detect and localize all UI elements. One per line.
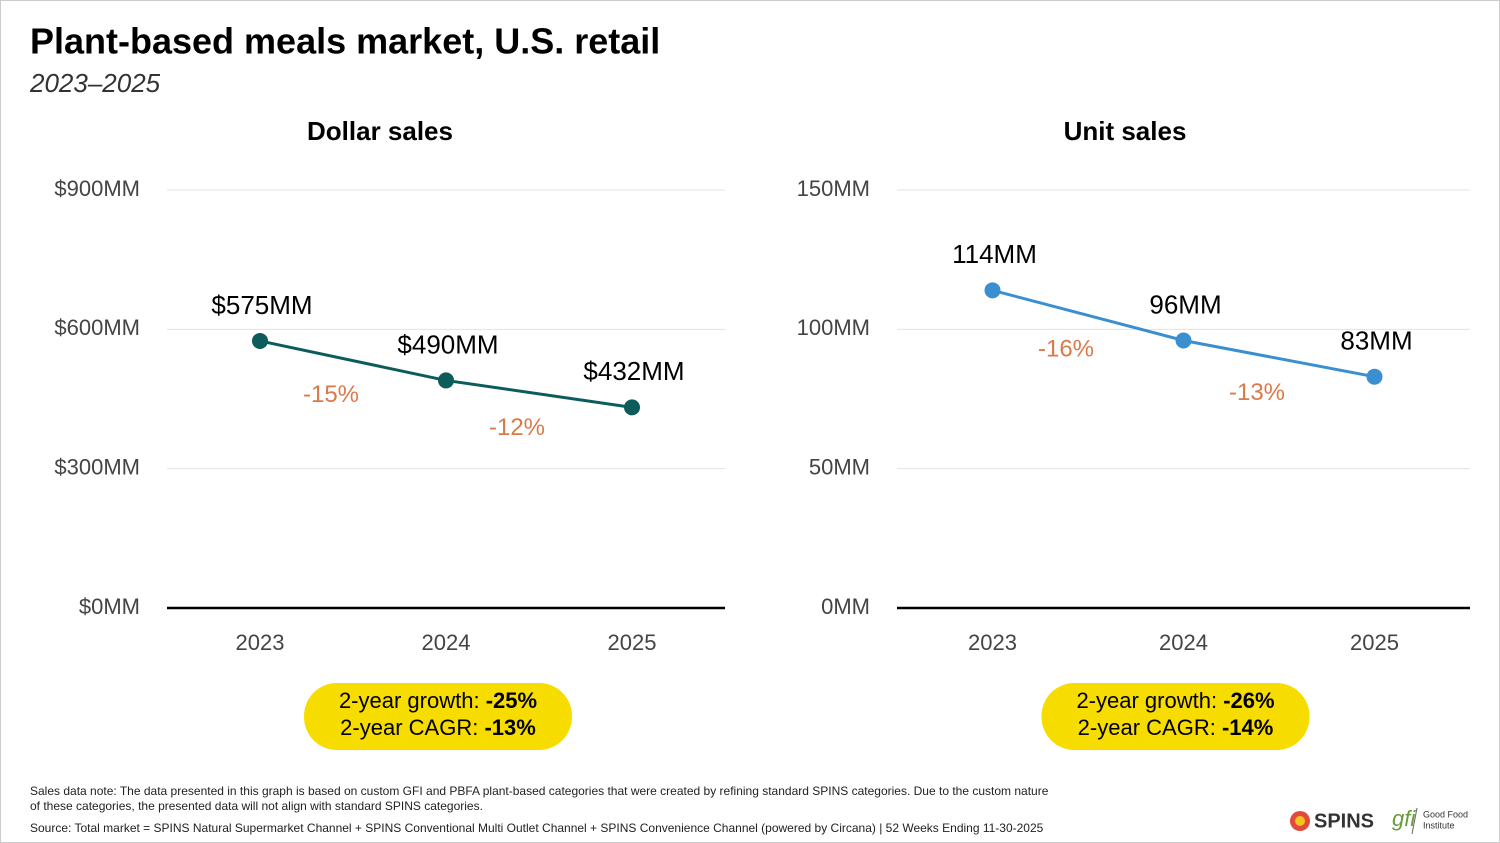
point (252, 332, 268, 349)
summary-label: 2-year growth: (1076, 688, 1217, 713)
summary-line: 2-year growth: -25% (339, 688, 537, 713)
page-subtitle: 2023–2025 (29, 68, 161, 98)
change-label: -15% (303, 381, 359, 408)
summary-value: -14% (1222, 715, 1273, 740)
summary-line: 2-year growth: -26% (1076, 688, 1274, 713)
y-tick-label: $900MM (54, 176, 140, 201)
x-tick-label: 2024 (1159, 630, 1208, 655)
summary-box (1041, 683, 1310, 750)
point (624, 399, 640, 416)
note: Sales data note: The data presented in t… (30, 784, 1049, 798)
y-tick-label: 50MM (809, 454, 870, 479)
change-label: -13% (1229, 379, 1285, 406)
summary-value: -13% (484, 715, 535, 740)
chart-title: Unit sales (1064, 116, 1187, 146)
x-tick-label: 2025 (608, 630, 657, 655)
x-tick-label: 2023 (236, 630, 285, 655)
note: of these categories, the presented data … (30, 799, 483, 813)
change-label: -12% (489, 414, 545, 441)
summary-box (304, 683, 572, 750)
logo-text: Institute (1423, 820, 1455, 830)
summary-label: 2-year growth: (339, 688, 480, 713)
point (1366, 368, 1383, 385)
logo-text: Good Food (1423, 809, 1468, 819)
value-label: $432MM (583, 356, 684, 386)
summary-label: 2-year CAGR: (340, 715, 478, 740)
summary-value: -26% (1223, 688, 1274, 713)
logo-icon (1295, 816, 1305, 826)
y-tick-label: $600MM (54, 315, 140, 340)
y-tick-label: 150MM (797, 176, 870, 201)
summary-line: 2-year CAGR: -14% (1078, 715, 1274, 740)
y-tick-label: $0MM (79, 594, 140, 619)
x-tick-label: 2025 (1350, 630, 1399, 655)
summary-line: 2-year CAGR: -13% (340, 715, 536, 740)
y-tick-label: 0MM (821, 594, 870, 619)
y-tick-label: 100MM (797, 315, 870, 340)
change-label: -16% (1038, 336, 1094, 363)
value-label: 96MM (1149, 289, 1221, 319)
summary-label: 2-year CAGR: (1078, 715, 1216, 740)
source: Source: Total market = SPINS Natural Sup… (30, 821, 1044, 835)
logo-divider (1411, 807, 1418, 835)
logo-text: gfi (1392, 806, 1416, 831)
point (984, 282, 1001, 299)
summary-value: -25% (486, 688, 537, 713)
value-label: $490MM (397, 329, 498, 359)
value-label: 114MM (952, 239, 1037, 269)
x-tick-label: 2023 (968, 630, 1017, 655)
x-tick-label: 2024 (422, 630, 471, 655)
logos: SPINS gfi Good Food Institute (1290, 806, 1468, 835)
value-label: $575MM (211, 290, 312, 320)
chart-title: Dollar sales (307, 116, 453, 146)
page-title: Plant-based meals market, U.S. retail (30, 21, 660, 62)
logo-text: SPINS (1314, 810, 1374, 832)
point (1175, 332, 1192, 349)
value-label: 83MM (1340, 326, 1412, 356)
point (438, 372, 454, 389)
y-tick-label: $300MM (54, 454, 140, 479)
